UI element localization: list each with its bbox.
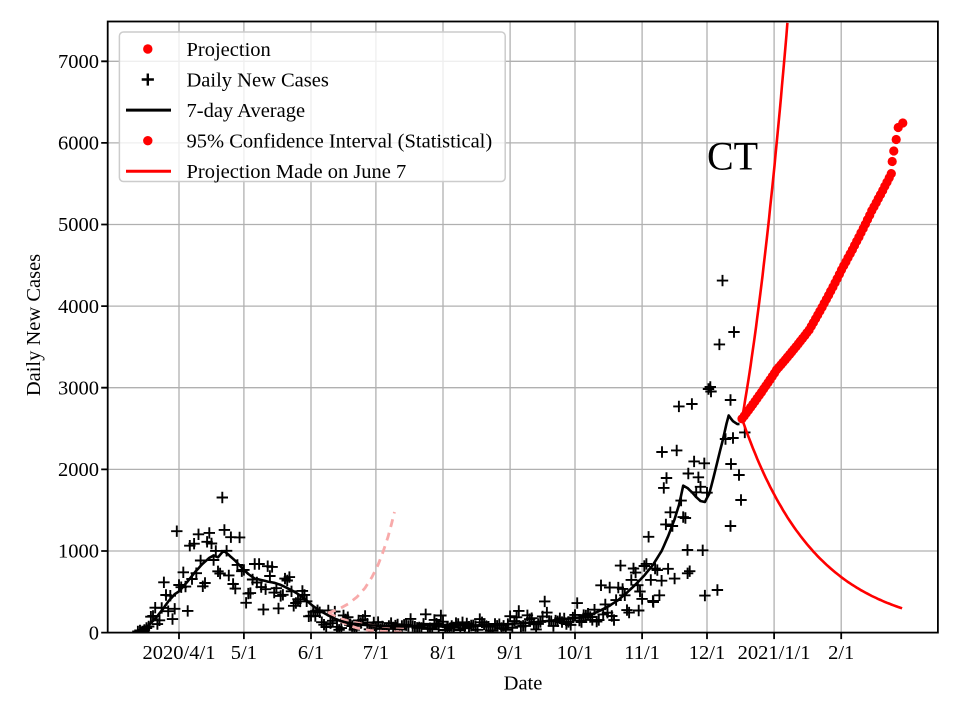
svg-text:7/1: 7/1 (363, 642, 389, 664)
svg-text:2/1: 2/1 (828, 642, 854, 664)
svg-text:Daily New Cases: Daily New Cases (23, 254, 45, 396)
svg-text:CT: CT (707, 134, 758, 179)
svg-text:7-day Average: 7-day Average (187, 100, 306, 122)
svg-text:Daily New Cases: Daily New Cases (187, 70, 329, 92)
svg-text:4000: 4000 (58, 296, 99, 318)
svg-text:6000: 6000 (58, 133, 99, 155)
svg-text:0: 0 (89, 622, 99, 644)
svg-text:Projection Made on June 7: Projection Made on June 7 (187, 161, 407, 183)
svg-text:8/1: 8/1 (430, 642, 456, 664)
svg-text:7000: 7000 (58, 51, 99, 73)
svg-text:5000: 5000 (58, 214, 99, 236)
svg-text:3000: 3000 (58, 377, 99, 399)
svg-text:9/1: 9/1 (497, 642, 523, 664)
svg-text:1000: 1000 (58, 541, 99, 563)
svg-text:12/1: 12/1 (689, 642, 725, 664)
svg-text:10/1: 10/1 (557, 642, 593, 664)
svg-text:5/1: 5/1 (231, 642, 257, 664)
svg-text:2000: 2000 (58, 459, 99, 481)
svg-text:Date: Date (504, 673, 543, 695)
svg-text:6/1: 6/1 (298, 642, 324, 664)
svg-text:95% Confidence Interval (Stati: 95% Confidence Interval (Statistical) (187, 131, 493, 153)
svg-text:2021/1/1: 2021/1/1 (738, 642, 811, 664)
svg-text:2020/4/1: 2020/4/1 (143, 642, 216, 664)
svg-text:Projection: Projection (187, 39, 271, 61)
svg-text:11/1: 11/1 (624, 642, 660, 664)
